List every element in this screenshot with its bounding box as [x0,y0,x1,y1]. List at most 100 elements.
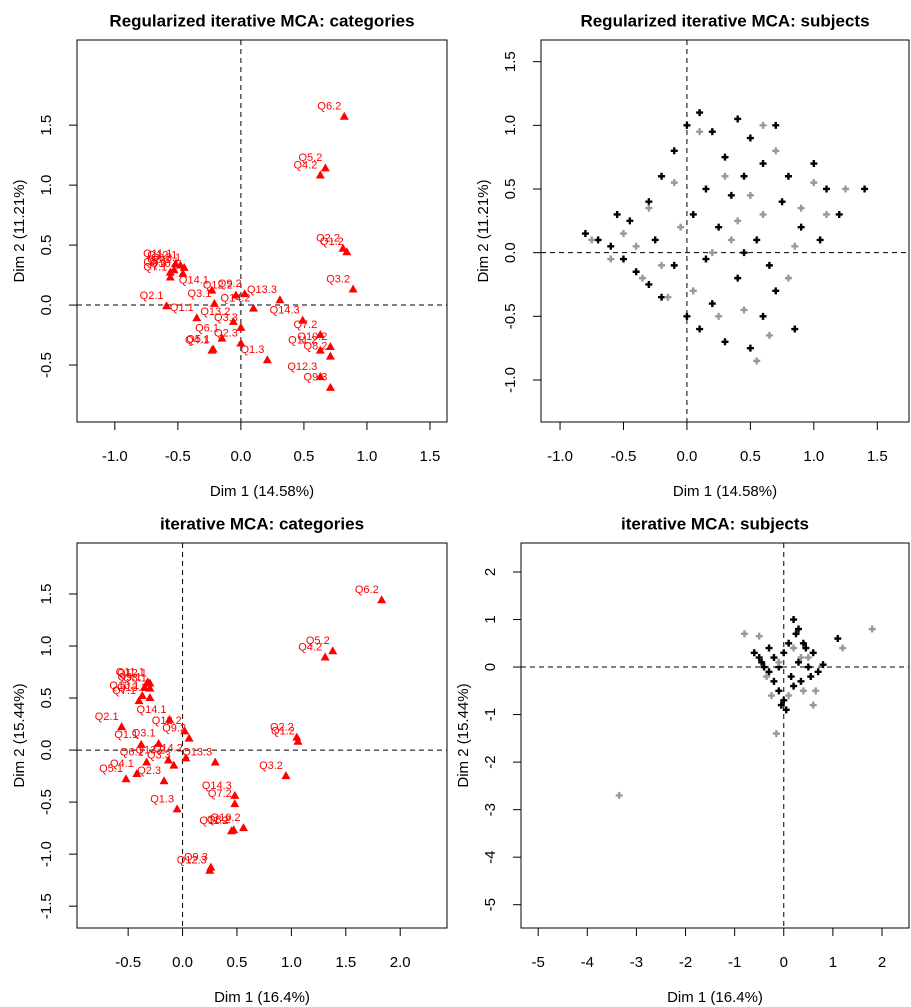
point [802,644,810,652]
point-label: Q13.2 [135,744,165,756]
point-label: Q6.2 [317,101,341,113]
point [594,236,602,244]
point [169,760,179,769]
point [632,268,640,276]
point [145,678,155,687]
point [790,682,798,690]
point [615,791,623,799]
point [165,272,175,281]
point [165,267,175,276]
x-tick-label: -0.5 [611,448,637,465]
x-tick-label: 2.0 [390,954,411,971]
point [240,289,250,298]
point [727,191,735,199]
point [184,733,194,742]
point-label: Q12.2 [203,279,233,291]
point-label: Q1.2 [320,236,344,248]
point-label: Q14.3 [270,305,300,317]
point [145,693,155,702]
point [159,776,169,785]
point [791,325,799,333]
point [753,236,761,244]
point [134,696,144,705]
point [702,185,710,193]
point [809,701,817,709]
point [708,300,716,308]
point [696,325,704,333]
point [588,236,596,244]
point [759,121,767,129]
point-label: Q8.1 [147,254,171,266]
point-label: Q9.3 [304,372,328,384]
point [721,338,729,346]
point [727,236,735,244]
x-tick-label: -1.0 [102,448,128,465]
point [784,172,792,180]
point [772,287,780,295]
point [325,342,335,351]
x-tick-label: 1.0 [281,954,302,971]
point [734,217,742,225]
point [734,115,742,123]
point [868,625,876,633]
point-label: Q1.1 [114,729,138,741]
point [689,287,697,295]
x-tick-label: -2 [679,954,692,971]
point [804,654,812,662]
point-label: Q12.1 [147,249,177,261]
point [342,247,352,256]
point [170,259,180,268]
y-tick-label: 0.5 [38,688,55,709]
y-tick-label: 0.0 [38,295,55,316]
point [339,111,349,120]
point [816,236,824,244]
point-label: Q5.1 [186,333,210,345]
point [632,242,640,250]
point-label: Q5.2 [298,152,322,164]
point [765,644,773,652]
point-label: Q8.2 [207,814,231,826]
point [785,639,793,647]
point-label: Q2.3 [137,765,161,777]
x-tick-label: 0.5 [293,448,314,465]
point [794,625,802,633]
x-tick-label: 1.5 [335,954,356,971]
point-label: Q3.1 [188,288,212,300]
point [770,677,778,685]
y-tick-label: -5 [482,898,499,911]
point-label: Q5.1 [99,763,123,775]
point-label: Q2.1 [95,711,119,723]
x-tick-label: 1.5 [420,448,441,465]
point [670,147,678,155]
point [619,230,627,238]
y-tick-label: -3 [482,803,499,816]
point [315,330,325,339]
point [683,312,691,320]
point [791,242,799,250]
point [670,179,678,187]
point [797,223,805,231]
point [784,274,792,282]
y-axis-label: Dim 2 (11.21%) [11,179,28,282]
point-label: Q11.2 [199,815,228,827]
point-label: Q13.1 [117,682,147,694]
y-axis-label: Dim 2 (11.21%) [475,179,492,282]
point [765,668,773,676]
y-tick-label: 0 [482,663,499,671]
point [315,372,325,381]
x-axis-label: Dim 1 (14.58%) [673,483,777,500]
point [619,255,627,263]
y-tick-label: 1.0 [502,115,519,136]
x-tick-label: -1.0 [547,448,573,465]
point [721,172,729,180]
point-label: Q3.3 [214,312,238,324]
point [179,262,189,271]
point-label: Q4.1 [185,335,209,347]
point [181,753,191,762]
plot-box [76,39,448,423]
point-label: Q7.1 [143,261,167,273]
point [782,706,790,714]
x-tick-label: 0.5 [740,448,761,465]
point [790,644,798,652]
point-label: Q1.3 [240,344,264,356]
